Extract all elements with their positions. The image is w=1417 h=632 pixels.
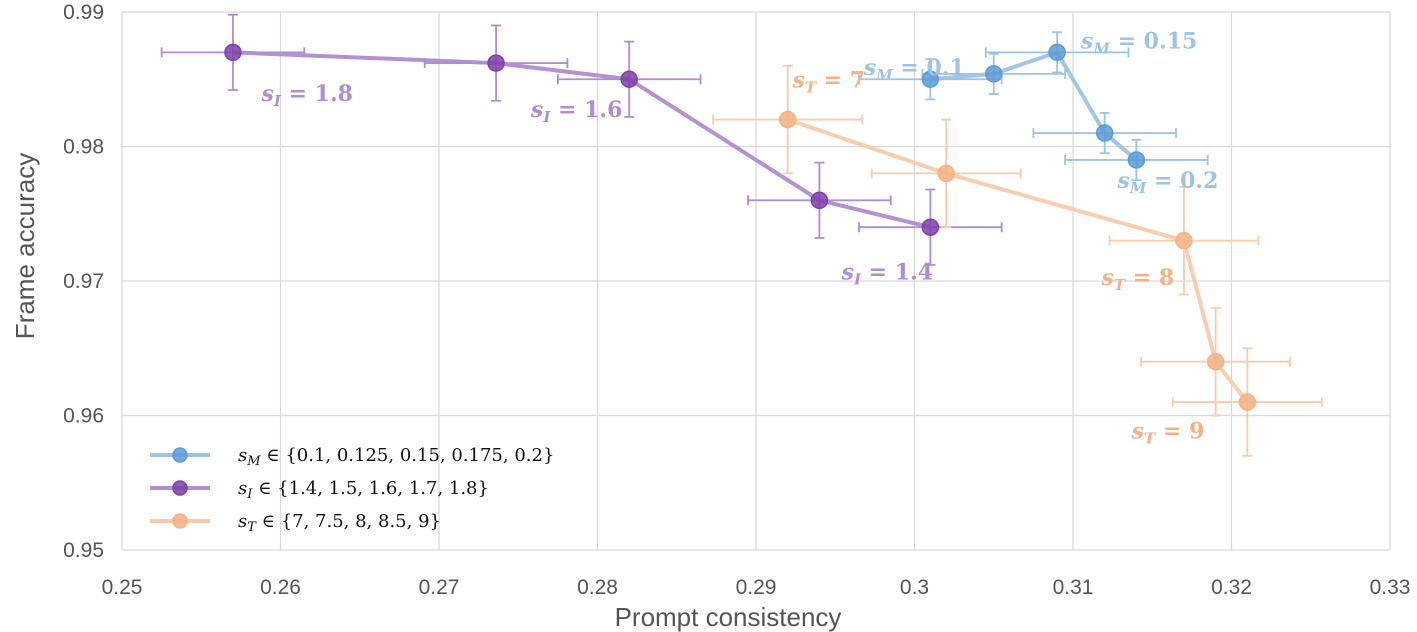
x-tick-label: 0.31 bbox=[1053, 576, 1094, 599]
annotation-value: = 8 bbox=[1125, 265, 1174, 291]
data-point bbox=[1127, 151, 1146, 169]
data-point bbox=[224, 43, 242, 62]
annotation-symbol: s bbox=[1116, 168, 1129, 194]
annotation-symbol: s bbox=[260, 81, 273, 107]
data-point bbox=[778, 110, 797, 129]
data-point bbox=[937, 164, 955, 183]
annotation-symbol: s bbox=[530, 97, 543, 123]
annotation-sI: sI = 1.6 bbox=[530, 97, 622, 126]
data-point bbox=[1175, 231, 1193, 250]
x-tick-label: 0.25 bbox=[102, 576, 143, 599]
legend-symbol: s bbox=[238, 445, 247, 466]
series-sM bbox=[858, 31, 1209, 182]
legend-item-sT: sT ∈ {7, 7.5, 8, 8.5, 9} bbox=[150, 511, 441, 535]
data-point bbox=[1206, 352, 1225, 371]
y-tick-label: 0.95 bbox=[63, 539, 104, 562]
legend-swatch-marker bbox=[172, 480, 188, 496]
annotation-sM: sM = 0.15 bbox=[1080, 28, 1197, 57]
grid bbox=[121, 11, 1391, 551]
data-point bbox=[620, 70, 638, 88]
legend-symbol: s bbox=[238, 511, 247, 532]
legend-item-sM: sM ∈ {0.1, 0.125, 0.15, 0.175, 0.2} bbox=[150, 445, 554, 469]
annotation-value: = 1.8 bbox=[281, 81, 353, 107]
x-tick-label: 0.32 bbox=[1211, 576, 1252, 599]
annotation-symbol: s bbox=[841, 260, 854, 286]
annotation-subscript: I bbox=[853, 271, 862, 289]
x-axis-title: Prompt consistency bbox=[615, 602, 842, 632]
annotation-subscript: T bbox=[1144, 429, 1157, 447]
y-tick-label: 0.97 bbox=[63, 270, 104, 293]
x-tick-label: 0.29 bbox=[736, 576, 777, 599]
legend-item-sI: sI ∈ {1.4, 1.5, 1.6, 1.7, 1.8} bbox=[150, 478, 489, 502]
series-sT bbox=[712, 64, 1323, 457]
data-point bbox=[1048, 43, 1066, 62]
y-axis-title: Frame accuracy bbox=[10, 153, 40, 339]
data-point bbox=[985, 65, 1003, 83]
legend: sM ∈ {0.1, 0.125, 0.15, 0.175, 0.2}sI ∈ … bbox=[150, 445, 554, 535]
series-sI bbox=[160, 13, 1003, 266]
annotation-value: = 1.6 bbox=[550, 97, 622, 123]
legend-range: ∈ {1.4, 1.5, 1.6, 1.7, 1.8} bbox=[252, 478, 489, 499]
annotation-value: = 7 bbox=[816, 67, 865, 93]
annotation-subscript: M bbox=[1129, 179, 1147, 197]
annotation-sM: sM = 0.2 bbox=[1116, 168, 1218, 197]
tick-labels: 0.25 0.26 0.27 0.28 0.29 0.3 0.31 0.32 0.33 0.95 0… bbox=[63, 1, 1410, 599]
annotation-sT: sT = 8 bbox=[1101, 265, 1175, 294]
annotation-value: = 0.15 bbox=[1110, 28, 1197, 54]
y-tick-label: 0.98 bbox=[63, 136, 104, 159]
annotation-symbol: s bbox=[1080, 28, 1093, 54]
annotation-subscript: T bbox=[1114, 276, 1127, 294]
data-point bbox=[487, 54, 505, 72]
annotation-value: = 1.4 bbox=[861, 260, 933, 286]
x-tick-label: 0.33 bbox=[1370, 576, 1411, 599]
legend-subscript: I bbox=[246, 487, 253, 502]
annotation-subscript: M bbox=[1092, 39, 1110, 57]
plot-area bbox=[160, 13, 1323, 457]
annotation-sI: sI = 1.4 bbox=[841, 260, 933, 289]
annotation-symbol: s bbox=[863, 55, 876, 81]
data-point bbox=[921, 218, 940, 236]
x-tick-label: 0.27 bbox=[419, 576, 460, 599]
legend-swatch-marker bbox=[172, 447, 188, 463]
annotation-sT: sT = 7 bbox=[791, 67, 865, 96]
annotation-symbol: s bbox=[1101, 265, 1114, 291]
x-tick-label: 0.3 bbox=[900, 576, 929, 599]
annotation-symbol: s bbox=[791, 67, 804, 93]
legend-range: ∈ {0.1, 0.125, 0.15, 0.175, 0.2} bbox=[261, 445, 555, 466]
legend-swatch-marker bbox=[172, 513, 188, 529]
annotation-sI: sI = 1.8 bbox=[260, 81, 352, 110]
legend-symbol: s bbox=[238, 478, 247, 499]
annotation-subscript: I bbox=[273, 92, 282, 110]
y-tick-label: 0.99 bbox=[63, 1, 104, 24]
annotation-value: = 0.1 bbox=[893, 55, 965, 81]
series-line bbox=[787, 117, 1249, 404]
data-point bbox=[921, 70, 940, 88]
legend-label: sT ∈ {7, 7.5, 8, 8.5, 9} bbox=[238, 511, 441, 535]
legend-label: sM ∈ {0.1, 0.125, 0.15, 0.175, 0.2} bbox=[238, 445, 554, 469]
legend-subscript: T bbox=[247, 520, 257, 535]
annotation-symbol: s bbox=[1131, 418, 1144, 444]
legend-subscript: M bbox=[246, 454, 261, 469]
annotation-sM: sM = 0.1 bbox=[863, 55, 965, 84]
data-point bbox=[1095, 124, 1114, 142]
x-tick-label: 0.28 bbox=[577, 576, 618, 599]
annotation-subscript: M bbox=[875, 66, 893, 84]
legend-label: sI ∈ {1.4, 1.5, 1.6, 1.7, 1.8} bbox=[238, 478, 489, 502]
data-point bbox=[1238, 393, 1257, 411]
x-tick-label: 0.26 bbox=[260, 576, 301, 599]
annotation-value: = 0.2 bbox=[1146, 168, 1218, 194]
annotation-subscript: T bbox=[805, 78, 818, 96]
legend-range: ∈ {7, 7.5, 8, 8.5, 9} bbox=[256, 511, 441, 532]
data-point bbox=[810, 191, 829, 210]
annotation-value: = 9 bbox=[1155, 418, 1204, 444]
annotation-subscript: I bbox=[542, 108, 551, 126]
y-tick-label: 0.96 bbox=[63, 405, 104, 428]
annotation-sT: sT = 9 bbox=[1131, 418, 1205, 447]
